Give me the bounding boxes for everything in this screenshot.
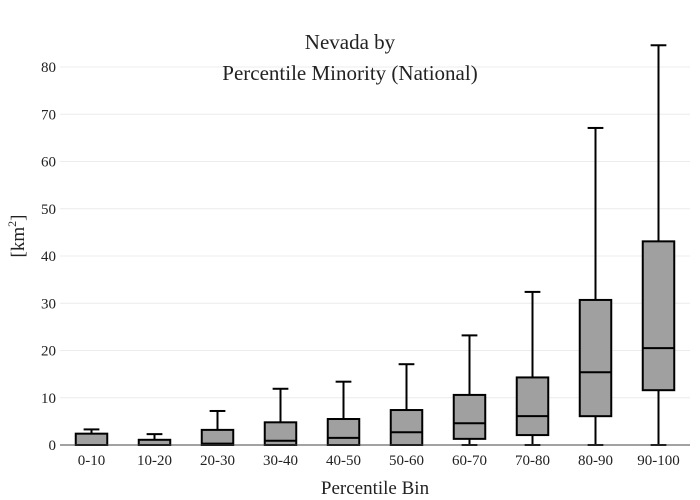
y-tick-label-50: 50 [41, 202, 56, 218]
y-axis-label: [km2] [5, 215, 29, 258]
iqr-box-0-10 [74, 432, 109, 447]
box-10-20 [137, 433, 172, 446]
box-40-50 [326, 380, 361, 447]
y-tick-label-70: 70 [41, 107, 56, 123]
box-70-80 [515, 290, 550, 446]
x-axis-label: Percentile Bin [321, 478, 430, 499]
y-tick-labels: 0 10 20 30 40 50 60 70 80 [41, 60, 56, 454]
iqr-box-70-80 [515, 376, 550, 437]
x-tick-label-50-60: 50-60 [389, 453, 424, 469]
x-tick-label-70-80: 70-80 [515, 453, 550, 469]
iqr-box-80-90 [578, 298, 613, 418]
y-axis-label-base: [km [8, 227, 29, 258]
x-tick-label-20-30: 20-30 [200, 453, 235, 469]
box-0-10 [74, 428, 109, 447]
iqr-box-50-60 [389, 409, 424, 447]
y-tick-label-0: 0 [49, 438, 57, 454]
y-tick-label-40: 40 [41, 249, 56, 265]
grid-layer [60, 66, 690, 399]
x-tick-labels: 0-10 10-20 20-30 30-40 40-50 50-60 60-70 70-80 8… [78, 453, 680, 469]
y-axis-label-suffix: ] [8, 215, 29, 221]
box-90-100 [641, 44, 676, 446]
box-30-40 [263, 387, 298, 447]
box-80-90 [578, 126, 613, 446]
x-tick-label-60-70: 60-70 [452, 453, 487, 469]
y-tick-label-10: 10 [41, 391, 56, 407]
boxes-layer [74, 44, 676, 447]
y-tick-label-80: 80 [41, 60, 56, 76]
x-tick-label-30-40: 30-40 [263, 453, 298, 469]
y-tick-label-30: 30 [41, 296, 56, 312]
x-tick-label-10-20: 10-20 [137, 453, 172, 469]
chart-title-line2: Percentile Minority (National) [222, 61, 477, 85]
y-axis-label-superscript: 2 [5, 221, 19, 227]
x-tick-label-0-10: 0-10 [78, 453, 106, 469]
y-tick-label-20: 20 [41, 344, 56, 360]
x-tick-label-90-100: 90-100 [637, 453, 680, 469]
box-60-70 [452, 334, 487, 446]
x-tick-label-40-50: 40-50 [326, 453, 361, 469]
box-20-30 [200, 409, 235, 447]
iqr-box-90-100 [641, 240, 676, 392]
box-50-60 [389, 363, 424, 447]
iqr-box-40-50 [326, 418, 361, 447]
y-tick-label-60: 60 [41, 155, 56, 171]
iqr-box-60-70 [452, 393, 487, 440]
x-tick-label-80-90: 80-90 [578, 453, 613, 469]
chart-title-line1: Nevada by [305, 30, 396, 54]
